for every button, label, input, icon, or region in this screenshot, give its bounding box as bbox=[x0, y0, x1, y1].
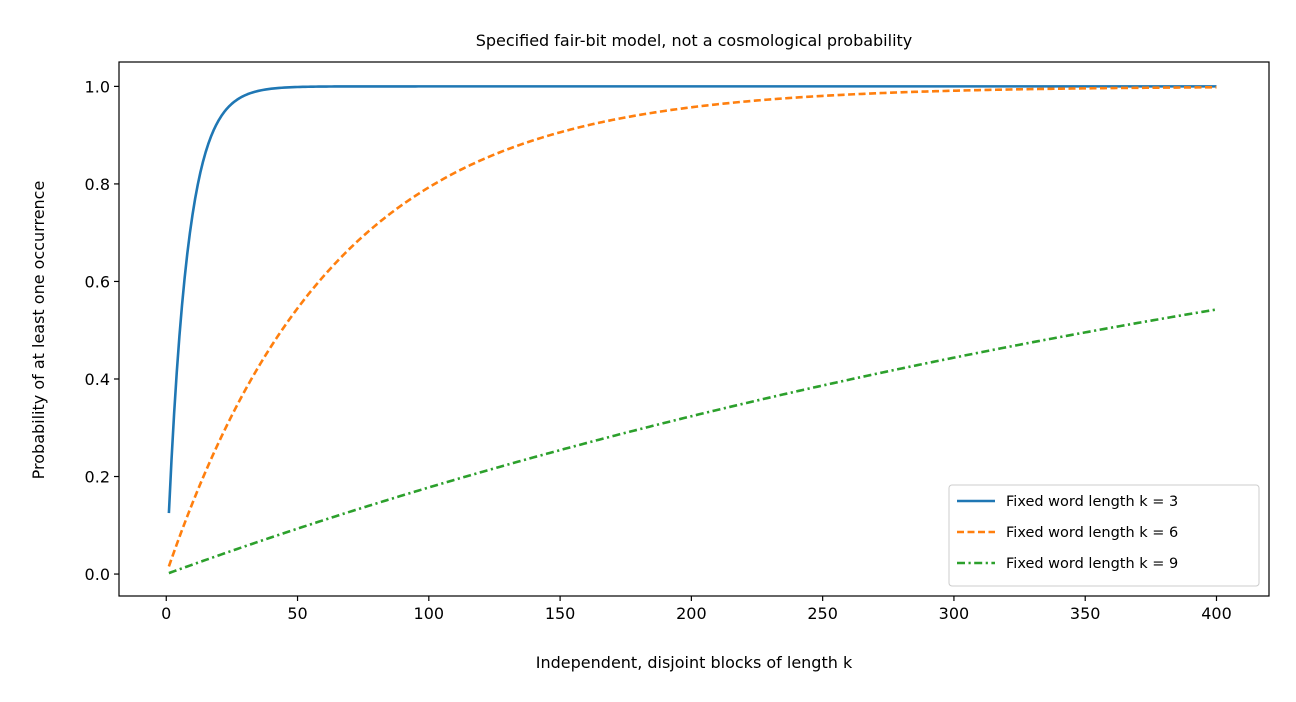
x-tick-label: 250 bbox=[807, 604, 838, 623]
x-tick-label: 400 bbox=[1201, 604, 1232, 623]
x-tick-label: 350 bbox=[1070, 604, 1101, 623]
y-tick-label: 0.0 bbox=[85, 565, 110, 584]
x-tick-label: 200 bbox=[676, 604, 707, 623]
y-axis-label: Probability of at least one occurrence bbox=[29, 181, 48, 480]
series-line-3 bbox=[168, 308, 1217, 575]
legend-label-1: Fixed word length k = 3 bbox=[1006, 494, 1178, 510]
series-line-2 bbox=[167, 85, 1217, 567]
legend-label-3: Fixed word length k = 9 bbox=[1006, 556, 1178, 572]
x-tick-label: 100 bbox=[414, 604, 445, 623]
y-tick-label: 0.6 bbox=[85, 272, 110, 291]
x-tick-label: 150 bbox=[545, 604, 576, 623]
legend: Fixed word length k = 3 Fixed word length… bbox=[948, 484, 1260, 587]
y-tick-label: 0.8 bbox=[85, 175, 110, 194]
x-axis-label: Independent, disjoint blocks of length k bbox=[536, 653, 853, 672]
y-tick-label: 0.2 bbox=[85, 468, 110, 487]
x-tick-label: 0 bbox=[161, 604, 171, 623]
chart-title: Specified fair-bit model, not a cosmolog… bbox=[476, 31, 913, 50]
y-tick-label: 0.4 bbox=[85, 370, 110, 389]
series-line-1 bbox=[167, 85, 1217, 514]
legend-label-2: Fixed word length k = 6 bbox=[1006, 525, 1178, 541]
legend-box bbox=[948, 484, 1260, 587]
y-tick-label: 1.0 bbox=[85, 77, 110, 96]
x-tick-label: 50 bbox=[287, 604, 307, 623]
plot-frame bbox=[118, 61, 1270, 597]
x-tick-label: 300 bbox=[939, 604, 970, 623]
